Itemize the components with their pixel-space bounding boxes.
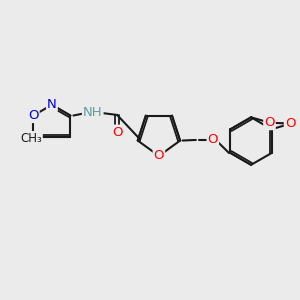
Text: N: N — [47, 98, 57, 111]
Text: NH: NH — [83, 106, 103, 119]
Text: O: O — [28, 109, 39, 122]
Text: O: O — [154, 149, 164, 162]
Text: O: O — [285, 117, 295, 130]
Text: CH₃: CH₃ — [20, 132, 42, 145]
Text: O: O — [208, 134, 218, 146]
Text: O: O — [112, 126, 122, 139]
Text: O: O — [264, 116, 275, 129]
